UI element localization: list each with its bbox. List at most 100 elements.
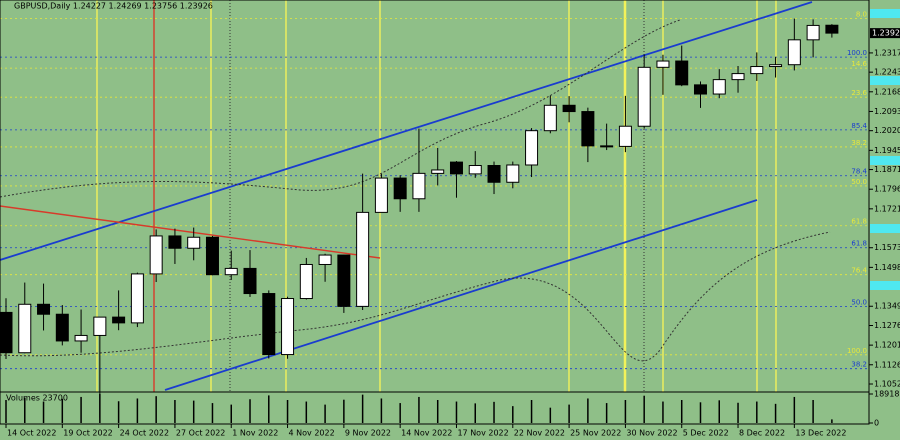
- fib-label: 14.6: [851, 60, 867, 68]
- fib-label: 78.4: [851, 168, 867, 176]
- price-markers: [870, 9, 900, 290]
- y-tick-label: 1.21685: [874, 87, 900, 96]
- volume-tick-label: 0: [874, 419, 879, 428]
- fib-label: 61.8: [851, 218, 867, 226]
- y-tick-label: 1.20935: [874, 107, 900, 116]
- x-tick-label: 27 Oct 2022: [176, 429, 225, 438]
- candle-body: [55, 313, 69, 342]
- y-tick-label: 1.22435: [874, 68, 900, 77]
- fib-label: 100.0: [847, 347, 867, 355]
- x-tick-label: 14 Nov 2022: [401, 429, 452, 438]
- candle-body: [750, 66, 764, 75]
- current-price-box: [870, 28, 900, 39]
- fib-label: 76.4: [851, 267, 867, 275]
- candle-body: [562, 104, 576, 113]
- fib-levels: 8.0 100.0 14.6 23.6 85.4 38.2 78.4 50.0 61.8 61.8…: [0, 10, 869, 370]
- candles: [0, 18, 839, 418]
- candle-body: [487, 165, 501, 183]
- candle-body: [393, 177, 407, 200]
- candle-body: [299, 263, 313, 300]
- candle-body: [281, 298, 295, 356]
- candle-body: [787, 39, 801, 66]
- candle-body: [112, 316, 126, 324]
- y-tick-label: 1.12760: [874, 321, 900, 330]
- x-tick-label: 30 Nov 2022: [626, 429, 677, 438]
- y-tick-label: 1.17965: [874, 185, 900, 194]
- fib-label: 100.0: [847, 49, 867, 57]
- candle-body: [525, 130, 539, 166]
- candle-body: [412, 172, 426, 200]
- fib-label: 85.4: [851, 122, 867, 130]
- y-tick-label: 1.10525: [874, 380, 900, 389]
- y-tick-label: 1.18715: [874, 165, 900, 174]
- x-tick-label: 22 Nov 2022: [514, 429, 565, 438]
- candle-body: [769, 64, 783, 68]
- candle-body: [468, 165, 482, 175]
- price-axis-area: [870, 0, 900, 440]
- fib-label: 38.2: [851, 139, 867, 147]
- y-tick-label: 1.19450: [874, 146, 900, 155]
- candle-body: [618, 125, 632, 147]
- fib-label: 38.2: [851, 361, 867, 369]
- candle-body: [506, 164, 520, 183]
- y-tick-label: 1.20200: [874, 126, 900, 135]
- fib-label: 8.0: [856, 10, 867, 18]
- y-tick-label: 1.14980: [874, 263, 900, 272]
- candle-body: [37, 303, 51, 315]
- y-tick-label: 1.23170: [874, 48, 900, 57]
- candle-body: [543, 104, 557, 132]
- y-tick-label: 1.15730: [874, 243, 900, 252]
- candle-body: [600, 145, 614, 148]
- volume-label: Volumes 23700: [6, 394, 68, 403]
- candle-body: [731, 73, 745, 81]
- candle-body: [243, 267, 257, 295]
- trend-lines: [0, 1, 831, 391]
- x-tick-label: 14 Oct 2022: [7, 429, 56, 438]
- x-tick-label: 9 Nov 2022: [345, 429, 391, 438]
- x-tick-label: 4 Nov 2022: [289, 429, 335, 438]
- candle-body: [806, 24, 820, 41]
- fib-label: 50.0: [851, 299, 867, 307]
- y-tick-label: 1.11260: [874, 360, 900, 369]
- x-tick-label: 5 Dec 2022: [683, 429, 729, 438]
- candle-body: [581, 111, 595, 147]
- candle-body: [130, 273, 144, 324]
- y-tick-label: 1.13495: [874, 302, 900, 311]
- current-price-label: 1.23926: [872, 29, 900, 38]
- x-tick-label: 19 Oct 2022: [63, 429, 112, 438]
- candle-body: [205, 236, 219, 276]
- candle-body: [337, 254, 351, 307]
- candle-body: [693, 84, 707, 95]
- x-tick-label: 25 Nov 2022: [570, 429, 621, 438]
- candle-body: [675, 60, 689, 86]
- candle-body: [825, 24, 839, 34]
- candle-body: [18, 303, 32, 354]
- candle-body: [187, 236, 201, 249]
- candle-body: [0, 311, 13, 354]
- volume-frame: [0, 391, 870, 425]
- candle-body: [149, 235, 163, 275]
- fib-label: 50.0: [851, 178, 867, 186]
- candle-body: [449, 161, 463, 175]
- candle-body: [93, 316, 107, 336]
- x-tick-label: 17 Nov 2022: [457, 429, 508, 438]
- candle-body: [656, 60, 670, 68]
- candle-body: [374, 177, 388, 213]
- candle-body: [262, 293, 276, 356]
- candle-body: [431, 169, 445, 174]
- candle-body: [356, 211, 370, 307]
- fib-label: 23.6: [851, 89, 867, 97]
- y-tick-label: 1.12010: [874, 341, 900, 350]
- candle-body: [318, 254, 332, 265]
- x-tick-label: 8 Dec 2022: [739, 429, 785, 438]
- y-tick-label: 1.17215: [874, 204, 900, 213]
- x-tick-label: 24 Oct 2022: [120, 429, 169, 438]
- x-tick-label: 1 Nov 2022: [232, 429, 278, 438]
- candle-body: [224, 267, 238, 276]
- x-tick-label: 13 Dec 2022: [795, 429, 846, 438]
- candle-body: [74, 334, 88, 342]
- volume-tick-label: 189180: [874, 390, 900, 399]
- candle-body: [712, 79, 726, 95]
